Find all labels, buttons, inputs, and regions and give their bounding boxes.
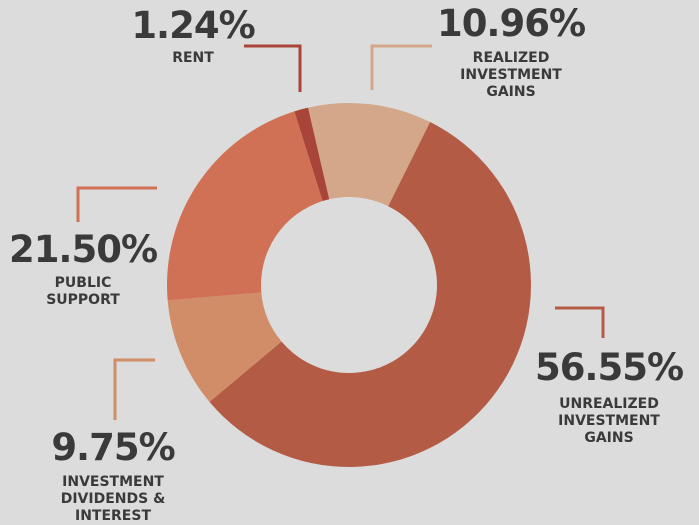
value-label: 1.24%: [131, 4, 255, 47]
leader-line: [113, 358, 155, 420]
category-label: INVESTMENT DIVIDENDS & INTEREST: [60, 474, 166, 524]
leader-line: [555, 306, 605, 338]
donut-slice: [167, 111, 323, 301]
donut-slice: [308, 103, 431, 207]
donut-slice: [209, 122, 531, 467]
category-label: UNREALIZED INVESTMENT GAINS: [558, 396, 660, 446]
value-label: 56.55%: [534, 346, 684, 389]
donut-slice: [167, 292, 282, 402]
donut-slice: [294, 107, 330, 202]
value-label: 10.96%: [436, 2, 586, 45]
value-label: 21.50%: [8, 228, 158, 271]
leader-line: [76, 186, 157, 222]
leader-line: [370, 44, 432, 90]
value-label: 9.75%: [51, 426, 175, 469]
category-label: REALIZED INVESTMENT GAINS: [460, 50, 562, 100]
category-label: PUBLIC SUPPORT: [46, 275, 120, 308]
leader-line: [244, 44, 302, 92]
category-label: RENT: [172, 50, 214, 66]
